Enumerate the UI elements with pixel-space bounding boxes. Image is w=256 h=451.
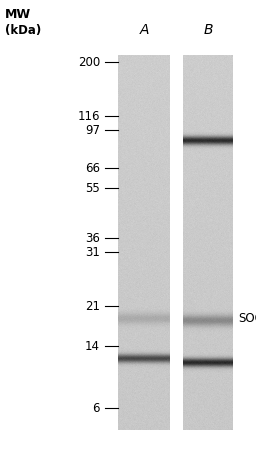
Text: 200: 200 <box>78 55 100 69</box>
Text: 6: 6 <box>92 401 100 414</box>
Text: SOCS1: SOCS1 <box>238 312 256 325</box>
Text: 31: 31 <box>85 245 100 258</box>
Text: 66: 66 <box>85 161 100 175</box>
Text: MW: MW <box>5 8 31 21</box>
Text: 55: 55 <box>85 181 100 194</box>
Text: B: B <box>203 23 213 37</box>
Text: 116: 116 <box>78 110 100 123</box>
Text: 21: 21 <box>85 299 100 313</box>
Text: 36: 36 <box>85 231 100 244</box>
Text: 14: 14 <box>85 340 100 353</box>
Text: (kDa): (kDa) <box>5 24 41 37</box>
Text: A: A <box>139 23 149 37</box>
Text: 97: 97 <box>85 124 100 137</box>
